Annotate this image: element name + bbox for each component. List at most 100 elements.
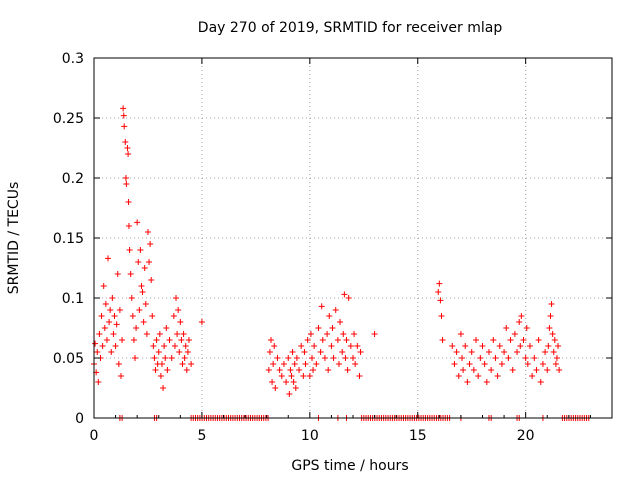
data-point xyxy=(109,295,116,301)
data-point xyxy=(141,265,148,271)
data-point xyxy=(188,361,195,367)
data-point xyxy=(466,361,473,367)
data-point xyxy=(156,331,163,337)
data-point xyxy=(155,349,162,355)
data-point xyxy=(278,373,285,379)
data-point xyxy=(161,343,168,349)
data-point xyxy=(122,139,129,145)
data-point xyxy=(180,331,187,337)
data-point xyxy=(185,337,192,343)
data-point xyxy=(481,361,488,367)
y-tick-label: 0.25 xyxy=(53,111,84,127)
data-point xyxy=(270,361,277,367)
data-point xyxy=(550,349,557,355)
data-point xyxy=(124,145,131,151)
x-axis-label: GPS time / hours xyxy=(291,458,408,474)
data-point xyxy=(171,343,178,349)
data-point xyxy=(533,367,540,373)
data-point xyxy=(94,349,101,355)
axis-ticks: 0 5 10 15 20 0 0.05 0.1 0.15 0.2 0.25 0.3 xyxy=(53,51,612,444)
data-point xyxy=(551,337,558,343)
data-point xyxy=(350,355,356,361)
data-point xyxy=(174,331,181,337)
data-point xyxy=(274,355,281,361)
data-point xyxy=(157,373,164,379)
data-point xyxy=(529,373,536,379)
data-point xyxy=(545,343,552,349)
data-point xyxy=(272,385,279,391)
data-point xyxy=(128,295,135,301)
data-point xyxy=(92,340,99,347)
data-point xyxy=(119,337,126,343)
data-point xyxy=(132,355,139,361)
data-point xyxy=(175,307,182,313)
data-point xyxy=(276,367,283,373)
data-point xyxy=(140,319,147,325)
data-point xyxy=(553,355,560,361)
data-point xyxy=(464,379,471,385)
data-point xyxy=(300,373,307,379)
data-point xyxy=(470,367,477,373)
data-point xyxy=(168,355,175,361)
grid-lines xyxy=(94,58,612,418)
data-point xyxy=(335,361,342,367)
data-point xyxy=(170,313,177,319)
data-point xyxy=(176,349,183,355)
data-point xyxy=(135,259,142,265)
data-point xyxy=(357,349,364,355)
data-point xyxy=(271,343,278,349)
y-tick-label: 0.1 xyxy=(62,291,84,307)
data-point xyxy=(290,379,297,385)
x-tick-label: 20 xyxy=(517,428,535,444)
data-point xyxy=(488,367,495,373)
data-point xyxy=(150,343,157,349)
data-point xyxy=(163,325,170,331)
data-point xyxy=(105,255,112,262)
data-point xyxy=(114,271,121,277)
data-point xyxy=(292,385,299,391)
data-point xyxy=(473,337,480,343)
data-point xyxy=(354,343,361,349)
data-point xyxy=(106,319,113,325)
data-point xyxy=(340,331,347,337)
data-point xyxy=(492,355,499,361)
data-point xyxy=(505,355,512,361)
data-point xyxy=(125,199,132,205)
data-point xyxy=(110,331,117,337)
data-point xyxy=(356,373,363,379)
data-point xyxy=(514,349,521,355)
data-point xyxy=(308,355,315,361)
data-point xyxy=(291,361,298,367)
data-point xyxy=(479,343,486,349)
data-point xyxy=(435,289,442,295)
data-point xyxy=(139,289,146,295)
data-point xyxy=(123,181,130,187)
data-point xyxy=(449,343,456,349)
data-point xyxy=(330,355,337,361)
data-point xyxy=(158,361,165,367)
data-point xyxy=(548,301,555,307)
data-point xyxy=(501,349,508,355)
data-point xyxy=(503,325,510,331)
data-point xyxy=(326,313,333,319)
data-point xyxy=(334,337,341,343)
x-tick-label: 10 xyxy=(301,428,319,444)
data-point xyxy=(339,349,346,355)
data-point xyxy=(539,361,546,367)
chart-title: Day 270 of 2019, SRMTID for receiver mla… xyxy=(198,20,503,36)
data-point xyxy=(152,367,159,373)
data-point xyxy=(113,321,120,328)
data-point xyxy=(164,367,171,373)
data-point xyxy=(345,295,352,301)
data-point xyxy=(531,355,538,361)
data-point xyxy=(518,313,525,319)
data-point xyxy=(183,367,190,373)
data-point xyxy=(439,337,446,343)
data-point xyxy=(146,259,153,265)
x-tick-label: 0 xyxy=(90,428,99,444)
data-point xyxy=(288,373,295,379)
data-point xyxy=(147,241,154,247)
data-point xyxy=(549,331,556,337)
data-point xyxy=(198,319,205,325)
